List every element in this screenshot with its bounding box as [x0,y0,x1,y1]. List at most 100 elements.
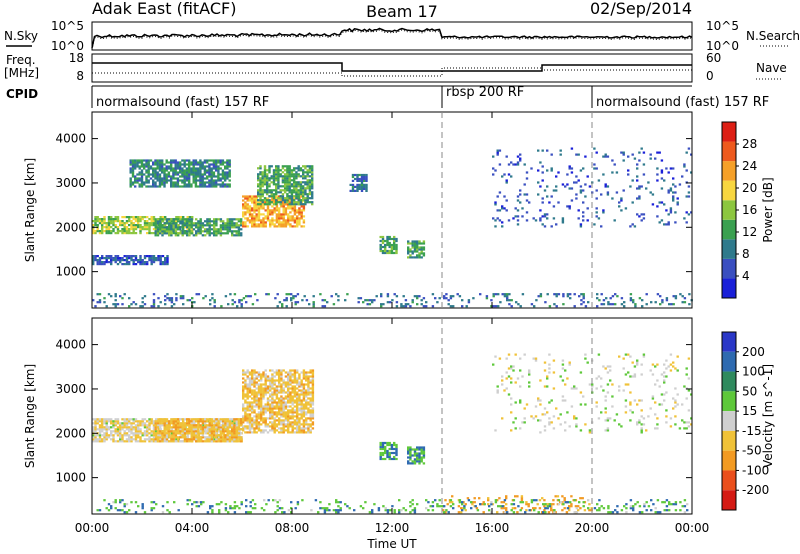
power-cell [222,226,225,229]
power-cell [665,299,669,302]
power-cell [129,163,132,166]
power-cell [280,223,283,226]
power-cell [261,199,264,202]
velocity-cell [181,428,184,431]
velocity-cell [246,397,249,400]
velocity-cell [159,434,162,437]
velocity-cell [309,411,312,414]
power-cell [228,179,231,182]
power-cell [640,147,643,150]
velocity-cell [409,446,412,449]
velocity-cell [296,403,299,406]
power-cell [156,226,160,229]
power-cell [255,199,258,202]
power-cell [156,163,159,166]
power-cell [582,295,585,298]
power-cell [293,197,297,200]
power-cell [295,183,298,186]
velocity-cell [224,430,227,433]
power-cell [284,191,287,194]
power-cell [523,183,526,186]
power-cell [290,183,294,186]
power-cell [505,179,508,182]
power-cell [101,257,104,260]
velocity-cell [528,381,531,384]
power-cell [354,177,357,181]
power-cell [125,261,129,264]
power-cell [649,153,652,156]
power-cell [184,220,187,223]
velocity-cell [213,434,216,437]
velocity-cell [255,383,258,386]
power-cell [194,183,198,186]
power-cell [203,173,207,176]
velocity-cell [298,399,301,402]
power-cell [98,232,102,235]
velocity-cell [204,430,207,433]
power-cell [492,305,495,308]
velocity-cell [165,424,169,427]
power-cell [319,293,322,296]
velocity-cell [305,371,308,374]
velocity-cell [183,440,187,443]
velocity-cell [237,428,241,431]
power-cell [146,255,149,258]
velocity-cell [248,417,252,420]
power-cell [175,299,178,302]
power-cell [130,216,133,219]
power-cell [358,177,361,181]
velocity-cell [257,389,261,392]
velocity-cell [199,438,202,441]
power-cell [261,201,264,204]
power-cell [94,222,97,225]
velocity-cell [266,403,270,406]
power-cell [261,183,264,186]
power-cell [146,228,149,231]
velocity-cell [161,418,164,421]
power-cell [194,181,198,184]
velocity-cell [132,422,135,425]
velocity-cell [534,507,537,510]
power-cell [212,171,216,174]
power-cell [253,209,256,212]
power-cell [302,175,305,178]
velocity-cell [157,434,160,437]
velocity-cell [289,369,292,372]
velocity-cell [114,432,117,435]
power-cell [634,305,637,308]
velocity-cell [413,448,417,451]
velocity-cell [242,381,245,384]
power-cell [268,179,271,182]
velocity-cell [289,383,292,386]
velocity-cell [264,389,267,392]
power-cell [503,295,507,298]
power-cell [306,179,309,182]
power-cell [308,183,312,186]
velocity-cell [238,434,241,437]
velocity-cell [293,369,297,372]
velocity-cell [636,423,639,426]
power-cell [184,226,187,229]
power-cell [275,187,278,190]
velocity-cell [125,418,129,421]
power-cell [660,177,664,180]
velocity-cell [280,399,283,402]
power-cell [516,215,520,218]
velocity-cell [94,430,97,433]
power-colorbar-label: Power [dB] [761,177,775,242]
power-cell [622,189,625,192]
power-cell [188,159,191,162]
power-cell [291,225,294,228]
velocity-cell [611,383,614,386]
velocity-cell [112,430,115,433]
power-cell [582,201,585,204]
power-cell [242,199,245,202]
power-cell [287,205,290,208]
power-cell [407,252,410,255]
power-cell [539,209,542,212]
velocity-cell [624,383,628,386]
power-cell [176,179,180,182]
power-cell [228,185,231,188]
power-cell [129,171,132,174]
power-cell [181,230,184,233]
